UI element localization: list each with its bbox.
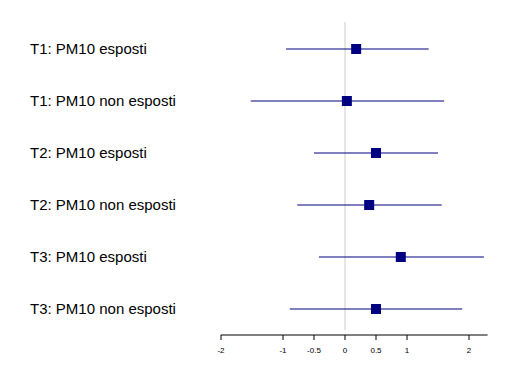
row-label: T3: PM10 esposti: [30, 248, 147, 265]
x-tick-label: -1: [279, 346, 287, 355]
point-estimate: [371, 148, 381, 158]
x-tick: [345, 335, 346, 340]
point-estimate: [371, 304, 381, 314]
x-tick-label: 0: [343, 346, 348, 355]
point-estimate: [342, 96, 352, 106]
x-tick-label: -0.5: [307, 346, 321, 355]
x-tick-label: 0.5: [370, 346, 382, 355]
row-label: T1: PM10 esposti: [30, 40, 147, 57]
chart: -2 -1 -0.5 0 0.5 1 2 T1: PM10 esposti T1: PM10 n…: [0, 0, 530, 377]
point-estimate: [351, 44, 361, 54]
row-label: T3: PM10 non esposti: [30, 300, 176, 317]
x-tick: [407, 335, 408, 340]
chart-container: -2 -1 -0.5 0 0.5 1 2 T1: PM10 esposti T1: PM10 n…: [0, 0, 530, 377]
row-label: T2: PM10 esposti: [30, 144, 147, 161]
point-estimate: [364, 200, 374, 210]
x-tick: [376, 335, 377, 340]
row-label: T1: PM10 non esposti: [30, 92, 176, 109]
marks: [251, 44, 484, 314]
x-tick: [221, 335, 222, 340]
x-tick-label: -2: [217, 346, 225, 355]
x-tick-label: 1: [405, 346, 410, 355]
x-tick: [283, 335, 284, 340]
point-estimate: [396, 252, 406, 262]
x-tick-label: 2: [467, 346, 472, 355]
x-axis-line: [221, 335, 488, 336]
x-tick: [469, 335, 470, 340]
x-tick: [314, 335, 315, 340]
row-label: T2: PM10 non esposti: [30, 196, 176, 213]
reference-line: [345, 22, 346, 330]
